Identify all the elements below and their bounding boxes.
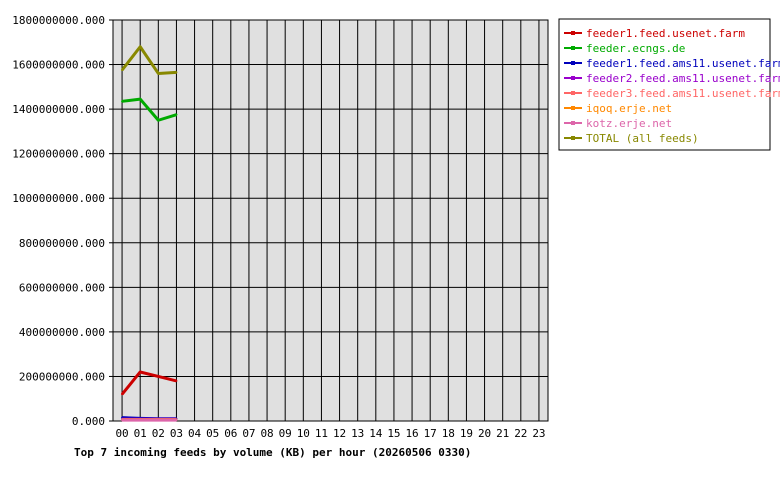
y-tick-label: 200000000.000 [19,370,105,383]
x-tick-label: 15 [387,427,400,440]
x-tick-label: 09 [279,427,292,440]
x-tick-label: 18 [442,427,455,440]
series-line [120,370,177,396]
legend: feeder1.feed.usenet.farm feeder.ecngs.de f… [558,18,780,151]
data-point [157,375,160,378]
grid-lines [113,19,548,422]
series-line [120,45,177,75]
data-point [139,370,142,373]
x-tick-label: 06 [224,427,237,440]
x-tick-label: 17 [424,427,437,440]
x-tick-label: 16 [405,427,418,440]
y-tick-label: 0.000 [72,415,105,428]
y-tick-label: 1400000000.000 [12,103,105,116]
legend-marker [571,136,575,140]
data-point [121,419,124,422]
data-point [175,71,178,74]
chart-title: Top 7 incoming feeds by volume (KB) per … [74,446,471,459]
y-tick-label: 1600000000.000 [12,59,105,72]
x-tick-label: 05 [206,427,219,440]
legend-marker [571,61,575,65]
data-point [139,419,142,422]
x-tick-label: 02 [152,427,165,440]
legend-label: kotz.erje.net [586,117,672,130]
x-tick-label: 23 [532,427,545,440]
data-point [157,419,160,422]
legend-label: feeder3.feed.ams11.usenet.farm [586,87,780,100]
data-point [139,45,142,48]
legend-marker [571,31,575,35]
x-tick-label: 07 [242,427,255,440]
plot-background [112,19,549,422]
x-axis: 00 01 02 03 04 05 06 07 08 09 10 11 12 13 14 15 16 17 18 19… [115,427,545,440]
y-tick-label: 400000000.000 [19,326,105,339]
x-tick-label: 11 [315,427,328,440]
x-tick-label: 01 [134,427,147,440]
x-tick-label: 20 [478,427,491,440]
legend-label: feeder1.feed.usenet.farm [586,27,745,40]
legend-marker [571,121,575,125]
y-tick-label: 600000000.000 [19,281,105,294]
y-tick-label: 800000000.000 [19,237,105,250]
data-point [175,113,178,116]
data-point [175,419,178,422]
x-tick-label: 10 [297,427,310,440]
legend-marker [571,46,575,50]
x-tick-label: 21 [496,427,509,440]
data-point [157,72,160,75]
x-tick-label: 00 [115,427,128,440]
x-tick-label: 14 [369,427,383,440]
data-point [121,69,124,72]
y-axis: 0.000 200000000.000 400000000.000 600000000… [12,14,113,428]
x-tick-label: 04 [188,427,202,440]
legend-label: feeder.ecngs.de [586,42,685,55]
x-tick-label: 03 [170,427,183,440]
legend-label: feeder1.feed.ams11.usenet.farm [586,57,780,70]
series-lines [120,45,178,422]
legend-label: iqoq.erje.net [586,102,672,115]
legend-box [558,18,771,151]
legend-marker [571,106,575,110]
y-tick-label: 1000000000.000 [12,192,105,205]
data-point [157,119,160,122]
data-point [139,98,142,101]
y-tick-label: 1200000000.000 [12,148,105,161]
x-tick-label: 13 [351,427,364,440]
data-point [121,393,124,396]
y-tick-label: 1800000000.000 [12,14,105,27]
x-tick-label: 22 [514,427,527,440]
legend-label: feeder2.feed.ams11.usenet.farm [586,72,780,85]
data-point [175,379,178,382]
legend-label: TOTAL (all feeds) [586,132,699,145]
x-tick-label: 08 [260,427,273,440]
legend-marker [571,91,575,95]
x-tick-label: 12 [333,427,346,440]
x-tick-label: 19 [460,427,473,440]
data-point [121,100,124,103]
series-line [121,97,177,122]
legend-marker [571,76,575,80]
